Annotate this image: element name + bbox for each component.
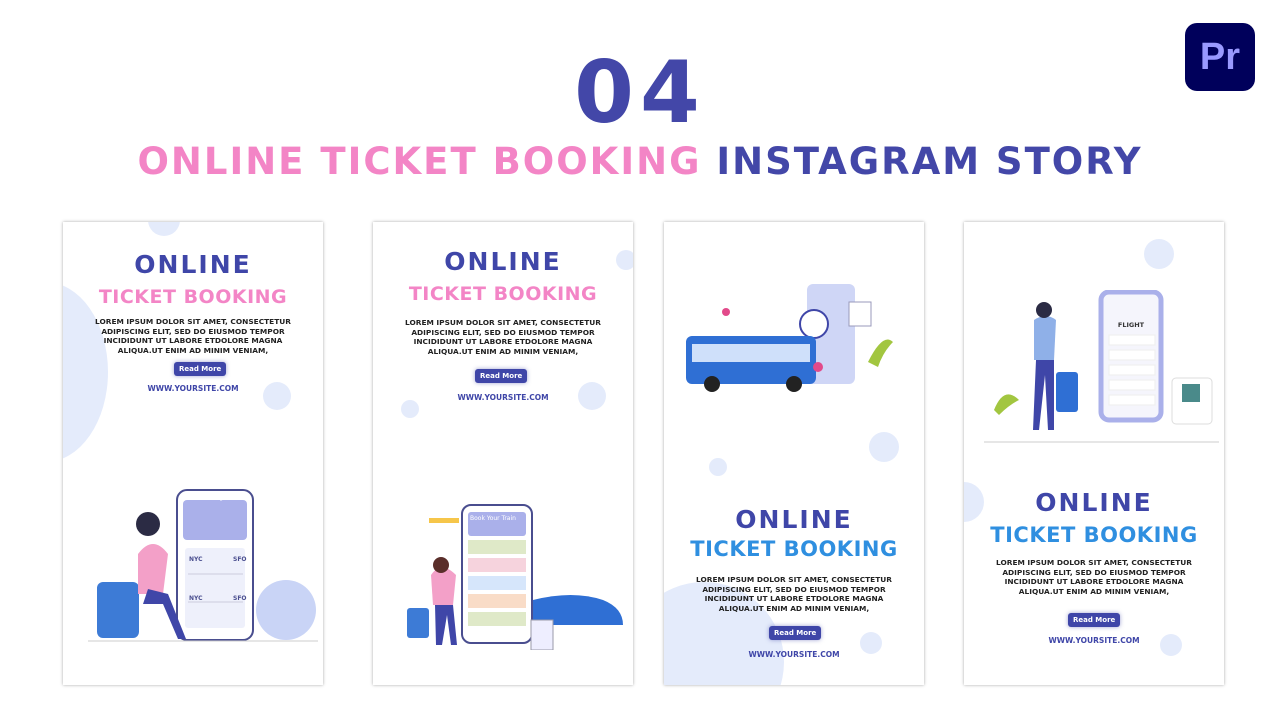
title-navy: INSTAGRAM STORY — [716, 140, 1143, 183]
template-number: 04 — [574, 43, 706, 143]
decor-circle — [1144, 239, 1174, 269]
woman-luggage-illustration — [88, 489, 318, 642]
read-more-button[interactable]: Read More — [174, 362, 227, 376]
card-subheading: TICKET BOOKING — [98, 286, 288, 308]
card-heading: ONLINE — [444, 247, 562, 276]
story-card-3: ONLINE TICKET BOOKING LOREM IPSUM DOLOR … — [664, 222, 924, 685]
website-url[interactable]: WWW.YOURSITE.COM — [147, 384, 239, 393]
card-heading: ONLINE — [1035, 488, 1153, 517]
page-title: ONLINE TICKET BOOKING INSTAGRAM STORY — [0, 142, 1280, 182]
decor-circle — [148, 222, 180, 236]
premiere-pro-logo: Pr — [1185, 23, 1255, 91]
card-body: LOREM IPSUM DOLOR SIT AMET, CONSECTETUR … — [996, 558, 1192, 596]
card-heading: ONLINE — [134, 250, 252, 279]
decor-circle — [263, 382, 291, 410]
card-subheading: TICKET BOOKING — [408, 283, 598, 305]
website-url[interactable]: WWW.YOURSITE.COM — [748, 650, 840, 659]
phone-title: FLIGHT — [1117, 321, 1145, 329]
story-card-1: ONLINE TICKET BOOKING LOREM IPSUM DOLOR … — [63, 222, 323, 685]
website-url[interactable]: WWW.YOURSITE.COM — [457, 393, 549, 402]
man-flight-app-illustration — [984, 290, 1219, 443]
read-more-button[interactable]: Read More — [769, 626, 822, 640]
read-more-button[interactable]: Read More — [475, 369, 528, 383]
decor-circle — [709, 458, 727, 476]
decor-circle — [616, 250, 633, 270]
train-booking-illustration — [407, 504, 623, 650]
route-from: NYC — [189, 595, 203, 602]
story-card-2: ONLINE TICKET BOOKING LOREM IPSUM DOLOR … — [373, 222, 633, 685]
card-body: LOREM IPSUM DOLOR SIT AMET, CONSECTETUR … — [696, 575, 892, 613]
card-body: LOREM IPSUM DOLOR SIT AMET, CONSECTETUR … — [405, 318, 601, 356]
read-more-button[interactable]: Read More — [1068, 613, 1121, 627]
phone-title: Book Your Train — [470, 515, 516, 522]
decor-circle — [1160, 634, 1182, 656]
card-subheading: TICKET BOOKING — [990, 523, 1198, 547]
card-heading: ONLINE — [735, 505, 853, 534]
decor-circle — [401, 400, 419, 418]
decor-circle — [578, 382, 606, 410]
website-url[interactable]: WWW.YOURSITE.COM — [1048, 636, 1140, 645]
route-to: SFO — [233, 556, 247, 563]
story-card-4: FLIGHT ONLINE TICKET BOOKING LOREM IPSUM… — [964, 222, 1224, 685]
decor-circle — [869, 432, 899, 462]
title-pink: ONLINE TICKET BOOKING — [137, 140, 702, 183]
bus-booking-illustration — [686, 284, 893, 392]
route-to: SFO — [233, 595, 247, 602]
decor-circle — [964, 482, 984, 522]
route-from: NYC — [189, 556, 203, 563]
card-body: LOREM IPSUM DOLOR SIT AMET, CONSECTETUR … — [95, 317, 291, 355]
decor-circle — [860, 632, 882, 654]
card-subheading: TICKET BOOKING — [690, 537, 898, 561]
decor-circle — [63, 282, 108, 462]
phone-title: Book Your Flight — [181, 494, 230, 501]
